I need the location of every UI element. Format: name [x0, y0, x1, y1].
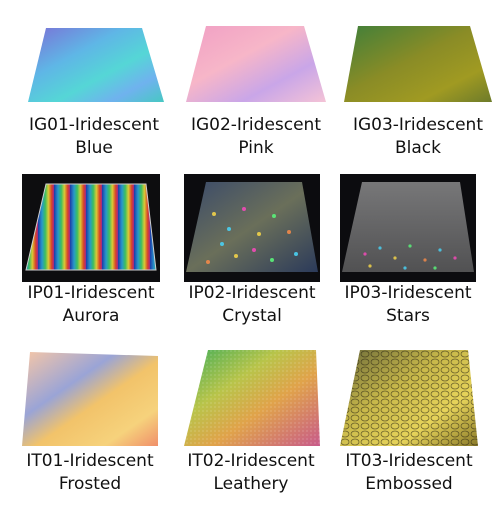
product-label-ig02: IG02-Iridescent Pink — [172, 114, 340, 160]
product-variant: Stars — [386, 306, 430, 326]
product-label-ip01: IP01-Iridescent Aurora — [7, 282, 175, 328]
product-card-ig01[interactable]: IG01-Iridescent Blue — [14, 6, 174, 172]
product-variant: Black — [395, 138, 441, 158]
product-variant: Crystal — [222, 306, 282, 326]
product-card-it01[interactable]: IT01-Iridescent Frosted — [22, 342, 182, 508]
product-card-ip01[interactable]: IP01-Iridescent Aurora — [22, 174, 182, 340]
product-variant: Leathery — [213, 474, 289, 494]
product-card-ig02[interactable]: IG02-Iridescent Pink — [176, 6, 336, 172]
product-variant: Frosted — [58, 474, 122, 494]
product-image-it01[interactable] — [22, 342, 158, 450]
product-variant: Aurora — [62, 306, 120, 326]
product-variant: Pink — [238, 138, 274, 158]
product-label-ip03: IP03-Iridescent Stars — [324, 282, 492, 328]
product-image-ig03[interactable] — [338, 6, 498, 114]
product-label-it03: IT03-Iridescent Embossed — [325, 450, 493, 496]
product-code: IT03-Iridescent — [345, 451, 473, 471]
product-card-ig03[interactable]: IG03-Iridescent Black — [338, 6, 498, 172]
product-card-it02[interactable]: IT02-Iridescent Leathery — [182, 342, 342, 508]
product-code: IT01-Iridescent — [26, 451, 154, 471]
product-code: IG03-Iridescent — [352, 115, 484, 135]
product-image-it03[interactable] — [340, 342, 478, 450]
product-code: IG02-Iridescent — [190, 115, 322, 135]
product-card-ip02[interactable]: IP02-Iridescent Crystal — [184, 174, 344, 340]
product-variant: Blue — [75, 138, 113, 158]
product-card-ip03[interactable]: IP03-Iridescent Stars — [340, 174, 500, 340]
product-image-ig02[interactable] — [176, 6, 336, 114]
product-label-it02: IT02-Iridescent Leathery — [167, 450, 335, 496]
product-image-ip02[interactable] — [184, 174, 320, 282]
product-code: IP01-Iridescent — [27, 283, 155, 303]
product-image-ip01[interactable] — [22, 174, 160, 282]
product-variant: Embossed — [365, 474, 453, 494]
product-card-it03[interactable]: IT03-Iridescent Embossed — [340, 342, 500, 508]
product-label-ip02: IP02-Iridescent Crystal — [168, 282, 336, 328]
product-image-it02[interactable] — [182, 342, 320, 450]
product-code: IP03-Iridescent — [344, 283, 472, 303]
product-code: IG01-Iridescent — [28, 115, 160, 135]
product-label-it01: IT01-Iridescent Frosted — [6, 450, 174, 496]
product-image-ig01[interactable] — [14, 6, 174, 114]
product-label-ig01: IG01-Iridescent Blue — [10, 114, 178, 160]
product-code: IT02-Iridescent — [187, 451, 315, 471]
product-label-ig03: IG03-Iridescent Black — [334, 114, 500, 160]
product-image-ip03[interactable] — [340, 174, 476, 282]
product-code: IP02-Iridescent — [188, 283, 316, 303]
